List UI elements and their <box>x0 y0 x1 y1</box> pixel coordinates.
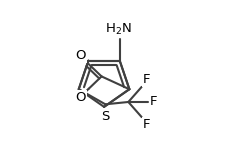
Text: O: O <box>75 91 86 104</box>
Text: F: F <box>143 118 150 131</box>
Text: O: O <box>75 49 86 62</box>
Text: S: S <box>101 110 109 123</box>
Text: F: F <box>150 95 158 108</box>
Text: H$_2$N: H$_2$N <box>105 22 132 37</box>
Text: F: F <box>143 73 150 86</box>
